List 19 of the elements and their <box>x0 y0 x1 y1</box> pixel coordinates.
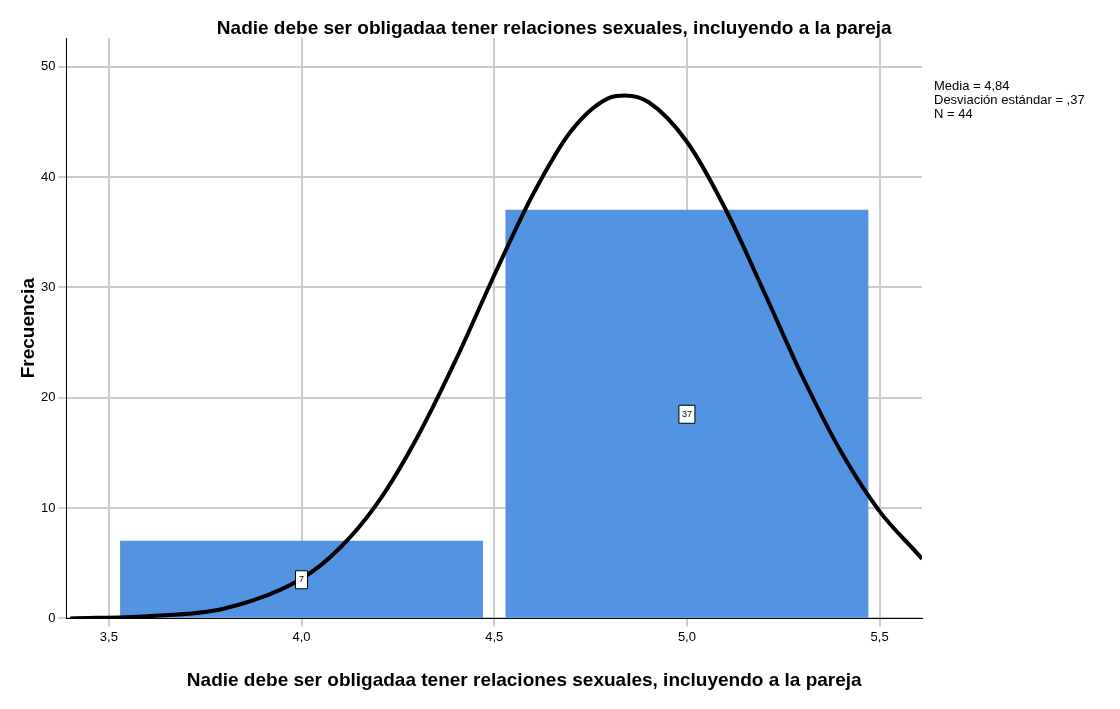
y-tick-label: 10 <box>40 499 56 515</box>
chart-title: Nadie debe ser obligadaa tener relaciones sexuales, incluyendo a la pareja <box>216 17 893 38</box>
x-tick-label: 4,5 <box>485 628 504 644</box>
text: N = 44 <box>934 106 973 122</box>
data-label: 7 <box>299 574 305 585</box>
y-tick-label: 50 <box>40 58 56 74</box>
y-tick-label: 0 <box>48 609 56 625</box>
text: Desviación estándar = ,37 <box>934 92 1085 108</box>
y-axis-title: Frecuencia <box>17 277 38 379</box>
data-label: 37 <box>681 408 692 419</box>
x-tick-label: 4,0 <box>292 628 311 644</box>
text: Media = 4,84 <box>934 78 1010 94</box>
x-tick-label: 5,0 <box>677 628 696 644</box>
x-axis-title: Nadie debe ser obligadaa tener relaciones sexuales, incluyendo a la pareja <box>186 669 863 690</box>
x-tick-label: 5,5 <box>870 628 889 644</box>
x-tick-label: 3,5 <box>99 628 118 644</box>
y-tick-label: 40 <box>40 168 56 184</box>
y-tick-label: 30 <box>40 278 56 294</box>
y-tick-label: 20 <box>40 389 56 405</box>
